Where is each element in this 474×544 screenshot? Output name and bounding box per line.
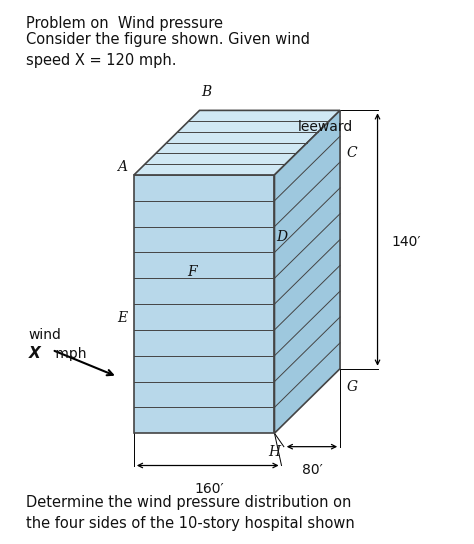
Text: Problem on  Wind pressure: Problem on Wind pressure [26, 16, 223, 31]
Text: G: G [346, 380, 357, 394]
Polygon shape [274, 110, 340, 433]
Text: wind: wind [28, 327, 62, 342]
Text: E: E [117, 311, 128, 325]
Text: 140′: 140′ [392, 235, 421, 249]
Text: D: D [276, 230, 287, 244]
Text: Determine the wind pressure distribution on
the four sides of the 10-story hospi: Determine the wind pressure distribution… [26, 495, 355, 531]
Text: 80′: 80′ [301, 463, 322, 477]
Text: A: A [117, 160, 127, 174]
Text: Consider the figure shown. Given wind
speed X = 120 mph.: Consider the figure shown. Given wind sp… [26, 33, 310, 69]
Text: F: F [188, 265, 197, 279]
Text: H: H [268, 445, 281, 459]
Text: C: C [346, 146, 357, 160]
Text: leeward: leeward [298, 120, 353, 133]
Polygon shape [134, 175, 274, 433]
Text: mph: mph [51, 347, 87, 361]
Text: B: B [201, 84, 212, 98]
Text: X: X [28, 345, 40, 361]
Polygon shape [134, 110, 340, 175]
Text: 160′: 160′ [194, 481, 224, 496]
